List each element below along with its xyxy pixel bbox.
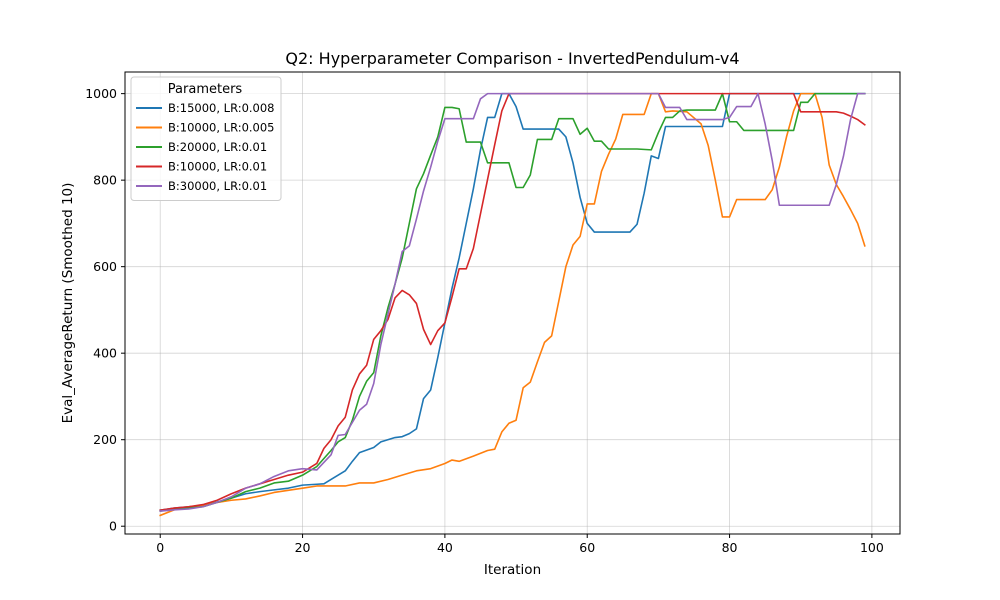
y-tick-label: 400 (93, 346, 117, 361)
series-line (159, 92, 866, 517)
series-line (159, 92, 866, 512)
plot-series (159, 92, 866, 517)
legend-box (130, 76, 282, 201)
legend-label: B:15000, LR:0.008 (168, 101, 275, 115)
x-tick-label: 60 (579, 540, 595, 555)
series-line (159, 92, 866, 512)
legend-label: B:10000, LR:0.005 (168, 121, 275, 135)
legend-label: B:30000, LR:0.01 (168, 179, 267, 193)
y-tick-label: 800 (93, 173, 117, 188)
y-tick-label: 200 (93, 432, 117, 447)
legend-label: B:20000, LR:0.01 (168, 140, 267, 154)
x-tick-label: 20 (295, 540, 311, 555)
legend-title: Parameters (168, 82, 243, 97)
x-tick-label: 40 (437, 540, 453, 555)
x-axis-label: Iteration (484, 562, 541, 578)
chart-title: Q2: Hyperparameter Comparison - Inverted… (285, 49, 739, 68)
y-axis-label: Eval_AverageReturn (Smoothed 10) (60, 183, 76, 424)
y-tick-label: 1000 (85, 86, 117, 101)
legend-entries: B:15000, LR:0.008 B:10000, LR:0.005 B:2000… (136, 101, 275, 193)
grid (125, 72, 900, 534)
axes-frame (124, 71, 901, 535)
series-line (159, 92, 866, 512)
legend-label: B:10000, LR:0.01 (168, 160, 267, 174)
x-tick-label: 0 (156, 540, 164, 555)
x-tick-label: 80 (722, 540, 738, 555)
legend: Parameters B:15000, LR:0.008 B:10000, LR:… (130, 76, 282, 201)
y-tick-label: 0 (109, 519, 117, 534)
x-tick-label: 100 (860, 540, 884, 555)
y-tick-label: 600 (93, 259, 117, 274)
